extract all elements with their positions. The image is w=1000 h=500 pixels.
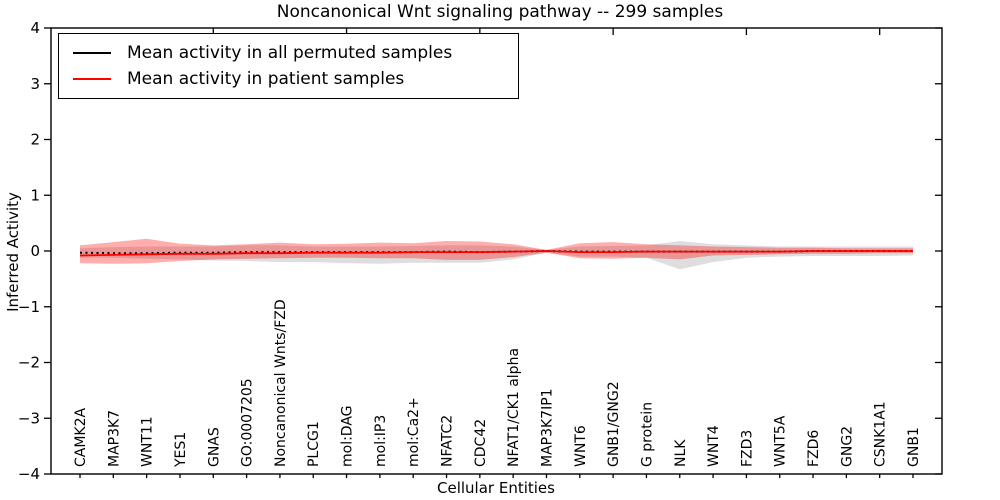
- x-tick-label: G protein: [639, 402, 655, 467]
- x-tick-label: CAMK2A: [73, 407, 89, 467]
- permuted-samples-range-band: [80, 241, 913, 270]
- x-tick-label: Noncanonical Wnts/FZD: [273, 299, 289, 467]
- x-tick-label: mol:IP3: [373, 415, 389, 467]
- x-tick-label: mol:Ca2+: [406, 397, 422, 467]
- x-tick-label: FZD3: [739, 430, 755, 467]
- x-tick-label: CDC42: [473, 419, 489, 467]
- x-tick-label: YES1: [173, 432, 189, 468]
- x-tick-label: WNT5A: [773, 415, 789, 467]
- patient-mean-line: [79, 250, 913, 257]
- legend-item-permuted: Mean activity in all permuted samples: [73, 40, 518, 66]
- x-tick-label: NFATC2: [440, 415, 456, 467]
- legend: Mean activity in all permuted samples Me…: [58, 33, 519, 99]
- x-axis-label: Cellular Entities: [437, 479, 555, 497]
- y-tick-label: −1: [18, 298, 40, 316]
- x-tick-label: PLCG1: [306, 421, 322, 467]
- x-tick-label: WNT6: [573, 425, 589, 467]
- x-tick-label: GNB1: [906, 427, 922, 467]
- legend-item-patient: Mean activity in patient samples: [73, 66, 518, 92]
- y-tick-label: −2: [18, 354, 40, 372]
- y-tick-label: −4: [18, 465, 40, 483]
- x-tick-label: GNAS: [206, 427, 222, 467]
- y-axis-label: Inferred Activity: [4, 192, 22, 312]
- y-tick-label: 2: [30, 131, 40, 149]
- x-tick-label: CSNK1A1: [873, 401, 889, 467]
- x-tick-label: MAP3K7: [106, 410, 122, 467]
- chart-title: Noncanonical Wnt signaling pathway -- 29…: [276, 2, 724, 22]
- x-tick-label: mol:DAG: [340, 405, 356, 467]
- y-tick-label: 4: [30, 19, 40, 37]
- y-tick-label: −3: [18, 409, 40, 427]
- y-tick-label: 0: [30, 242, 40, 260]
- x-tick-label: FZD6: [806, 430, 822, 467]
- x-tick-label: WNT11: [140, 416, 156, 467]
- y-tick-label: 3: [30, 75, 40, 93]
- y-tick-label: 1: [30, 186, 40, 204]
- legend-label-permuted: Mean activity in all permuted samples: [127, 43, 453, 63]
- x-tick-label: NLK: [673, 439, 689, 467]
- x-tick-label: GNB1/GNG2: [606, 381, 622, 467]
- x-tick-label: GO:0007205: [240, 378, 256, 467]
- x-tick-label: NFAT1/CK1 alpha: [506, 348, 522, 467]
- x-tick-label: GNG2: [839, 426, 855, 467]
- permuted-line-swatch: [73, 52, 111, 54]
- x-tick-label: WNT4: [706, 425, 722, 467]
- x-tick-label: MAP3K7IP1: [539, 388, 555, 467]
- legend-label-patient: Mean activity in patient samples: [127, 69, 405, 89]
- patient-line-swatch: [73, 78, 111, 80]
